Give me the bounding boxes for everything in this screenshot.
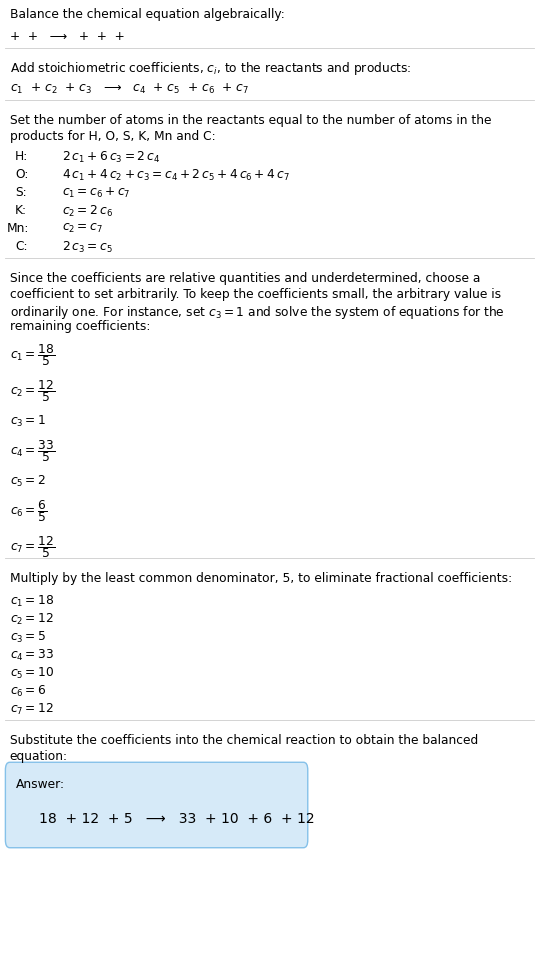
Text: $c_2 = 12$: $c_2 = 12$	[10, 612, 53, 627]
Text: $c_2 = \dfrac{12}{5}$: $c_2 = \dfrac{12}{5}$	[10, 378, 55, 404]
Text: ordinarily one. For instance, set $c_3 = 1$ and solve the system of equations fo: ordinarily one. For instance, set $c_3 =…	[10, 304, 505, 321]
Text: +  +   ⟶   +  +  +: + + ⟶ + + +	[10, 30, 125, 43]
Text: products for H, O, S, K, Mn and C:: products for H, O, S, K, Mn and C:	[10, 130, 215, 143]
Text: H:: H:	[15, 150, 29, 163]
Text: $c_3 = 1$: $c_3 = 1$	[10, 414, 46, 429]
Text: $c_5 = 2$: $c_5 = 2$	[10, 474, 46, 489]
Text: $c_7 = 12$: $c_7 = 12$	[10, 702, 53, 717]
Text: $c_4 = \dfrac{33}{5}$: $c_4 = \dfrac{33}{5}$	[10, 438, 55, 464]
Text: $c_7 = \dfrac{12}{5}$: $c_7 = \dfrac{12}{5}$	[10, 534, 55, 560]
Text: remaining coefficients:: remaining coefficients:	[10, 320, 150, 333]
FancyBboxPatch shape	[5, 762, 308, 848]
Text: $c_1 = \dfrac{18}{5}$: $c_1 = \dfrac{18}{5}$	[10, 342, 55, 368]
Text: coefficient to set arbitrarily. To keep the coefficients small, the arbitrary va: coefficient to set arbitrarily. To keep …	[10, 288, 501, 301]
Text: $2\,c_3 = c_5$: $2\,c_3 = c_5$	[62, 240, 113, 255]
Text: $c_6 = \dfrac{6}{5}$: $c_6 = \dfrac{6}{5}$	[10, 498, 47, 524]
Text: $c_5 = 10$: $c_5 = 10$	[10, 666, 54, 681]
Text: O:: O:	[15, 168, 29, 181]
Text: $c_6 = 6$: $c_6 = 6$	[10, 684, 46, 699]
Text: $c_3 = 5$: $c_3 = 5$	[10, 630, 46, 645]
Text: Multiply by the least common denominator, 5, to eliminate fractional coefficient: Multiply by the least common denominator…	[10, 572, 512, 585]
Text: $c_1$  + $c_2$  + $c_3$   ⟶   $c_4$  + $c_5$  + $c_6$  + $c_7$: $c_1$ + $c_2$ + $c_3$ ⟶ $c_4$ + $c_5$ + …	[10, 82, 249, 96]
Text: equation:: equation:	[10, 750, 68, 763]
Text: C:: C:	[15, 240, 27, 253]
Text: $c_4 = 33$: $c_4 = 33$	[10, 648, 54, 663]
Text: $c_1 = 18$: $c_1 = 18$	[10, 594, 54, 610]
Text: Answer:: Answer:	[16, 778, 65, 791]
Text: $c_2 = 2\,c_6$: $c_2 = 2\,c_6$	[62, 204, 113, 219]
Text: S:: S:	[15, 186, 27, 199]
Text: $c_2 = c_7$: $c_2 = c_7$	[62, 222, 103, 235]
Text: $4\,c_1 + 4\,c_2 + c_3 = c_4 + 2\,c_5 + 4\,c_6 + 4\,c_7$: $4\,c_1 + 4\,c_2 + c_3 = c_4 + 2\,c_5 + …	[62, 168, 290, 184]
Text: Add stoichiometric coefficients, $c_i$, to the reactants and products:: Add stoichiometric coefficients, $c_i$, …	[10, 60, 411, 77]
Text: $c_1 = c_6 + c_7$: $c_1 = c_6 + c_7$	[62, 186, 130, 200]
Text: Set the number of atoms in the reactants equal to the number of atoms in the: Set the number of atoms in the reactants…	[10, 114, 491, 127]
Text: Mn:: Mn:	[7, 222, 30, 235]
Text: 18  + 12  + 5   ⟶   33  + 10  + 6  + 12: 18 + 12 + 5 ⟶ 33 + 10 + 6 + 12	[39, 812, 315, 826]
Text: Since the coefficients are relative quantities and underdetermined, choose a: Since the coefficients are relative quan…	[10, 272, 480, 285]
Text: Balance the chemical equation algebraically:: Balance the chemical equation algebraica…	[10, 8, 285, 21]
Text: Substitute the coefficients into the chemical reaction to obtain the balanced: Substitute the coefficients into the che…	[10, 734, 478, 747]
Text: K:: K:	[15, 204, 27, 217]
Text: $2\,c_1 + 6\,c_3 = 2\,c_4$: $2\,c_1 + 6\,c_3 = 2\,c_4$	[62, 150, 160, 165]
